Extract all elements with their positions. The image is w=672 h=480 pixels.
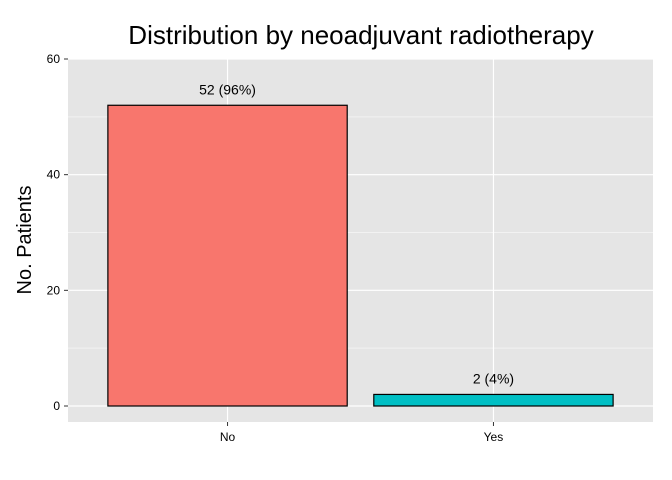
bar-yes xyxy=(373,393,614,407)
data-label: 2 (4%) xyxy=(473,370,514,386)
x-tick-label: No xyxy=(220,430,236,444)
bars xyxy=(107,104,614,407)
x-tick-label: Yes xyxy=(484,430,504,444)
y-tick-label: 0 xyxy=(53,399,60,413)
x-axis: No Yes xyxy=(220,422,503,444)
data-label: 52 (96%) xyxy=(199,81,256,97)
y-tick-label: 40 xyxy=(47,168,61,182)
y-tick-label: 60 xyxy=(47,52,61,66)
chart-title: Distribution by neoadjuvant radiotherapy xyxy=(128,20,593,50)
data-labels: 52 (96%) 2 (4%) xyxy=(199,81,514,386)
y-axis: 0 20 40 60 xyxy=(47,52,68,413)
y-tick-label: 20 xyxy=(47,283,61,297)
bar-no xyxy=(107,104,348,407)
y-axis-label: No. Patients xyxy=(14,186,36,295)
